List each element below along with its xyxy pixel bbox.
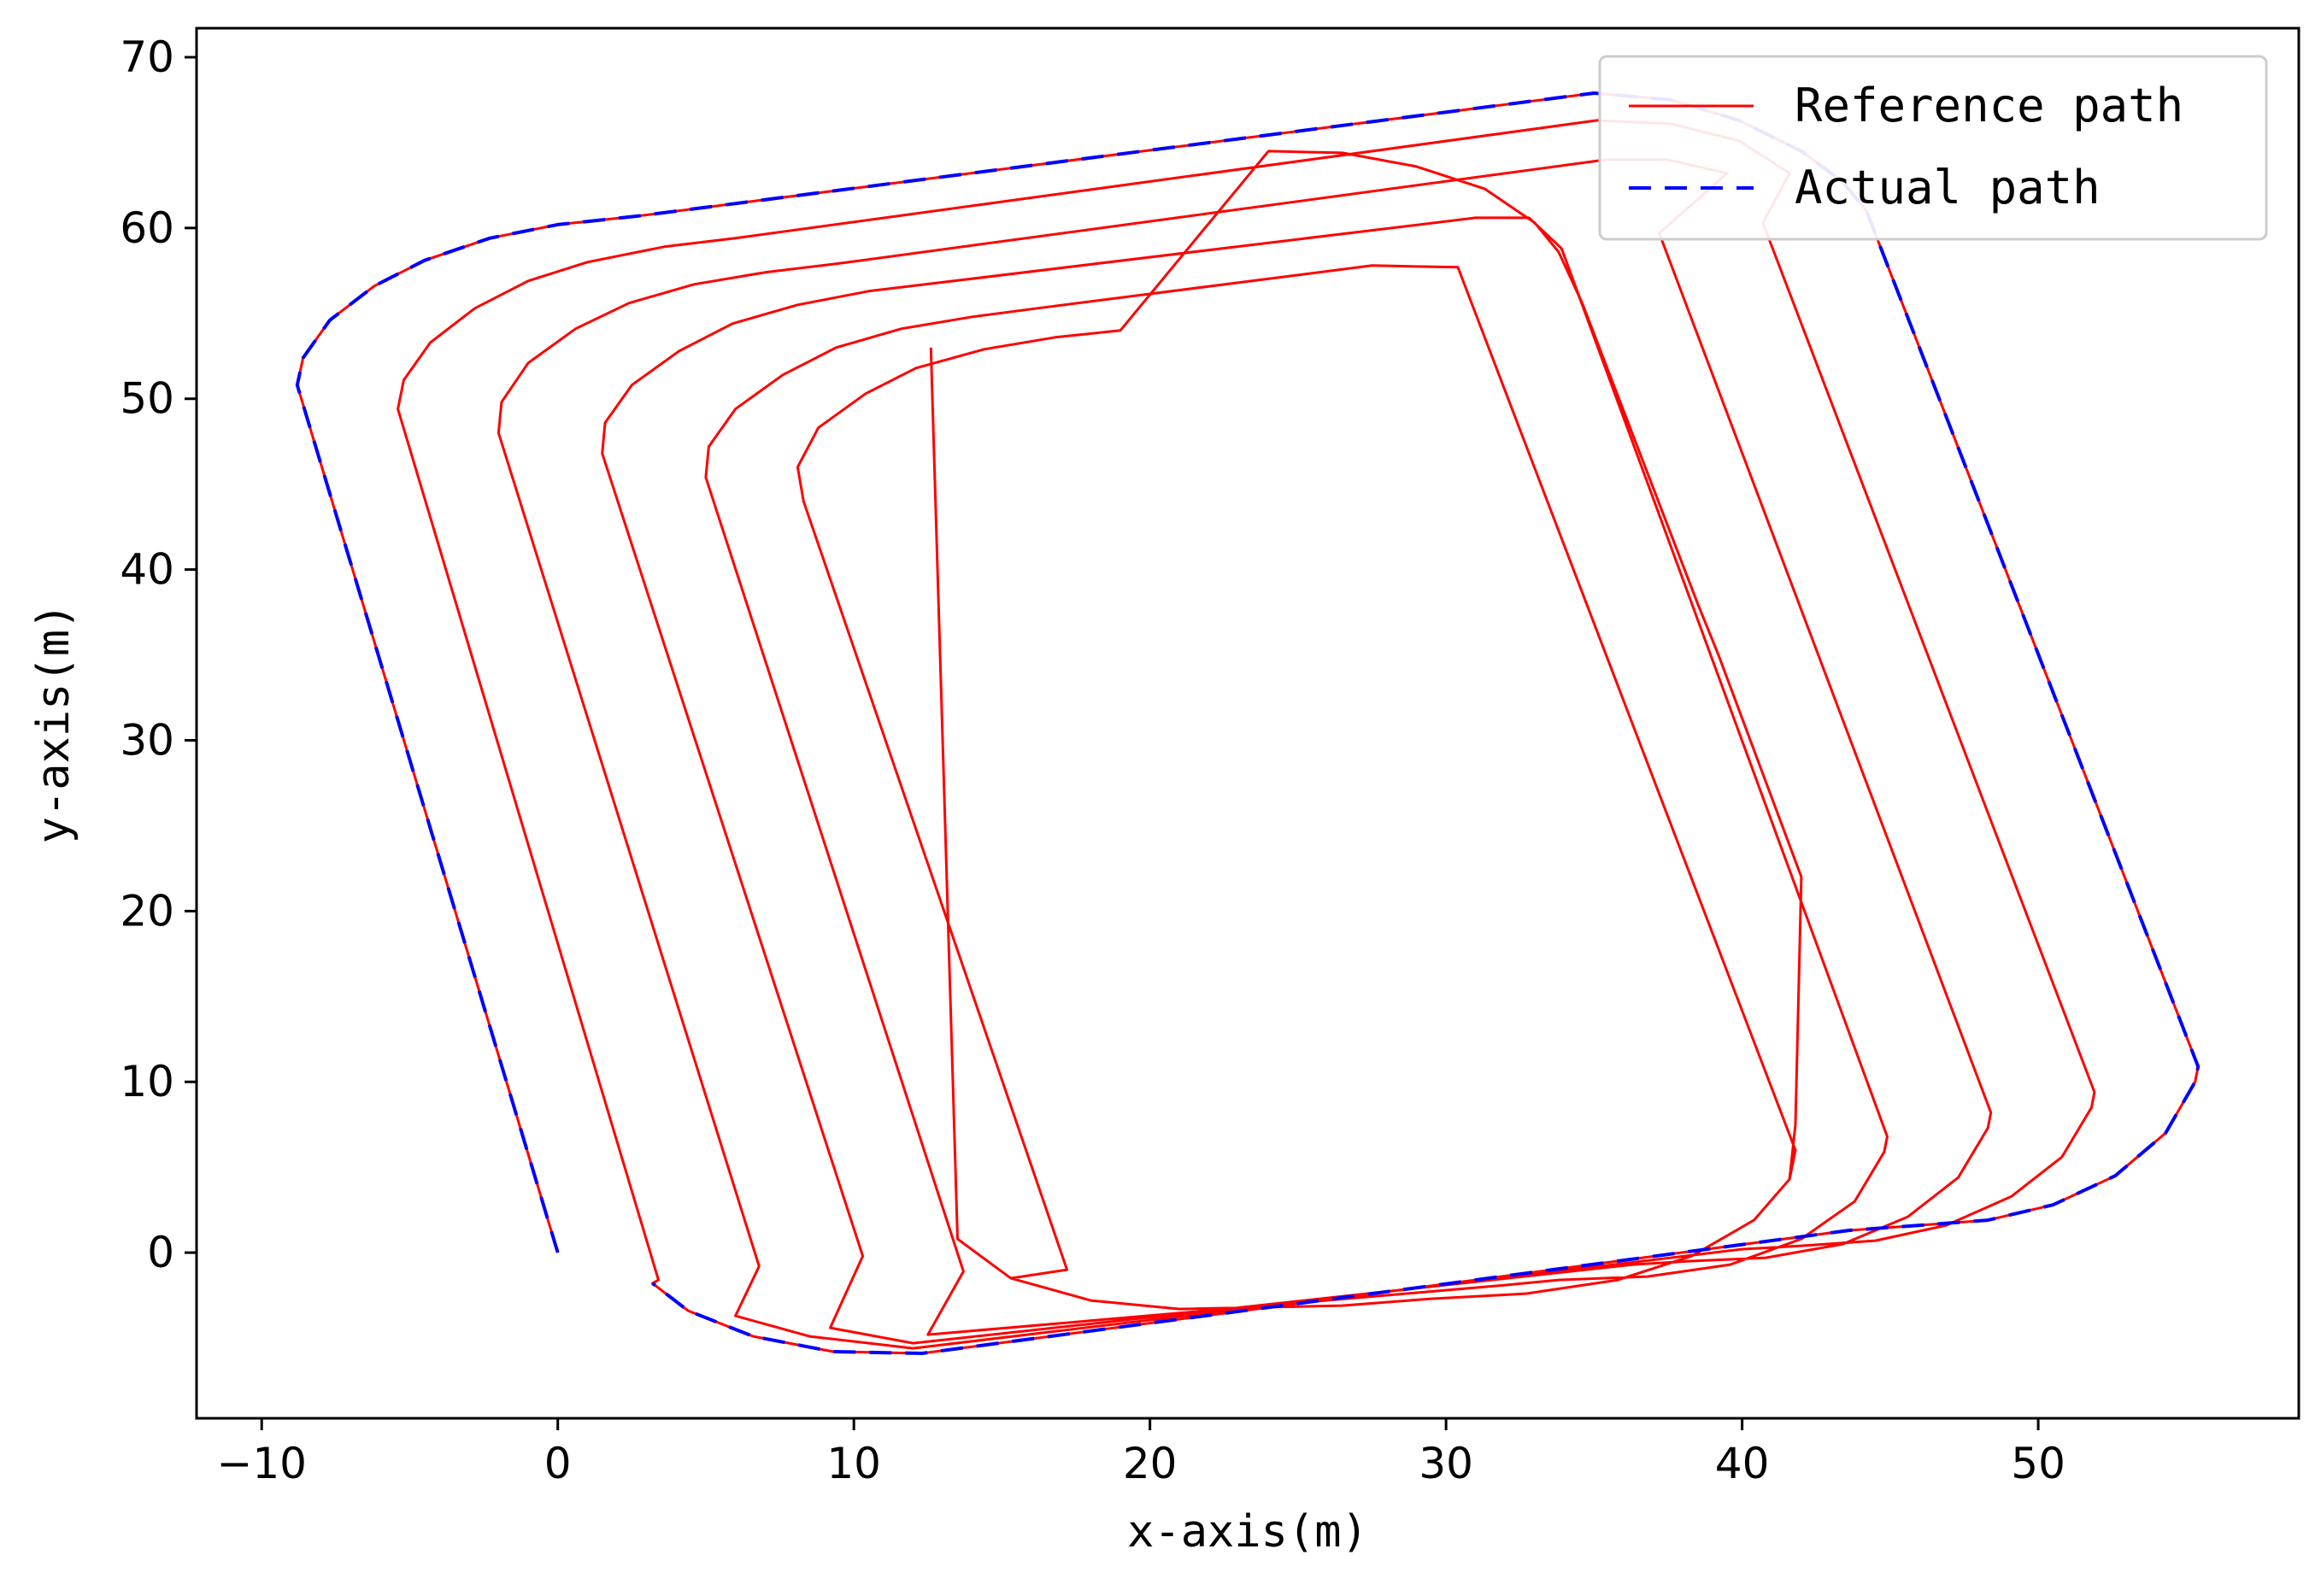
y-tick-label: 20 bbox=[120, 886, 174, 936]
legend-label-reference-path: Reference path bbox=[1795, 79, 2183, 132]
series-layer bbox=[295, 91, 2201, 1355]
ticks-layer: −10 0 10 20 30 40 50 0 10 20 30 40 50 60 70 bbox=[120, 32, 2065, 1488]
x-tick-label: 20 bbox=[1123, 1439, 1178, 1488]
series-line-reference-path bbox=[296, 91, 2200, 1355]
y-axis-label: y-axis(m) bbox=[28, 603, 79, 844]
plot-frame bbox=[195, 26, 2300, 1420]
y-tick-label: 70 bbox=[120, 32, 174, 82]
x-tick-label: 40 bbox=[1715, 1439, 1770, 1488]
x-tick-label: 30 bbox=[1419, 1439, 1473, 1488]
y-tick-label: 50 bbox=[120, 374, 174, 424]
x-tick-label: −10 bbox=[216, 1439, 307, 1488]
legend-label-actual-path: Actual path bbox=[1795, 161, 2101, 214]
y-tick-label: 40 bbox=[120, 545, 174, 595]
y-tick-label: 0 bbox=[147, 1228, 174, 1277]
legend-box bbox=[1598, 55, 2268, 241]
legend: Reference path Actual path bbox=[1598, 55, 2268, 241]
x-tick-label: 50 bbox=[2011, 1439, 2065, 1488]
y-tick-label: 60 bbox=[120, 203, 174, 253]
x-tick-label: 10 bbox=[826, 1439, 881, 1488]
y-tick-label: 10 bbox=[120, 1057, 174, 1106]
y-tick-label: 30 bbox=[120, 715, 174, 765]
x-tick-label: 0 bbox=[544, 1439, 572, 1488]
x-axis-label: x-axis(m) bbox=[1127, 1506, 1368, 1558]
